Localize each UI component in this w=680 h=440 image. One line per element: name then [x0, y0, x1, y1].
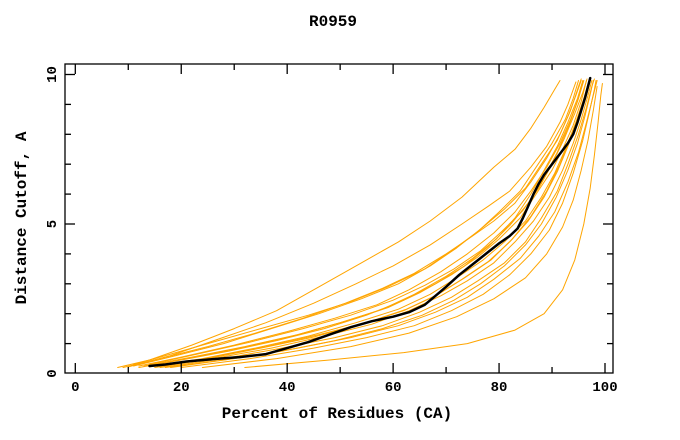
series-model-08 [154, 80, 593, 368]
series-reference [148, 76, 592, 368]
x-axis-label: Percent of Residues (CA) [222, 405, 452, 423]
series-model-01 [117, 80, 561, 368]
y-tick-label: 5 [45, 220, 61, 228]
x-tick-label: 100 [592, 380, 617, 396]
series-model-02 [127, 81, 577, 368]
plot-frame [64, 63, 614, 374]
series-model-18 [164, 80, 594, 368]
series-model-20 [159, 78, 592, 367]
y-tick-label: 0 [45, 369, 61, 377]
series-model-11 [180, 80, 597, 368]
series-model-13 [244, 83, 603, 368]
series-model-10 [170, 80, 598, 368]
x-tick-label: 60 [385, 380, 402, 396]
series-model-05 [138, 80, 585, 367]
x-tick-label: 20 [173, 380, 190, 396]
x-tick-label: 40 [279, 380, 296, 396]
x-tick-label: 80 [491, 380, 508, 396]
series-model-14 [143, 80, 584, 367]
series-lines [117, 76, 603, 368]
series-model-12 [201, 86, 598, 368]
series-model-09 [159, 78, 595, 368]
series-model-04 [133, 80, 582, 367]
series-model-17 [149, 78, 588, 365]
series-model-16 [133, 80, 579, 365]
axis-tick-labels: 0 20 40 60 80 100 0 5 10 [45, 66, 618, 396]
chart-title: R0959 [309, 13, 357, 31]
y-axis-label: Distance Cutoff, A [13, 131, 31, 304]
axis-ticks [65, 64, 613, 373]
x-tick-label: 0 [71, 380, 79, 396]
series-model-19 [138, 81, 584, 368]
y-tick-label: 10 [45, 66, 61, 83]
series-model-07 [149, 80, 590, 368]
plot-border [64, 63, 614, 374]
